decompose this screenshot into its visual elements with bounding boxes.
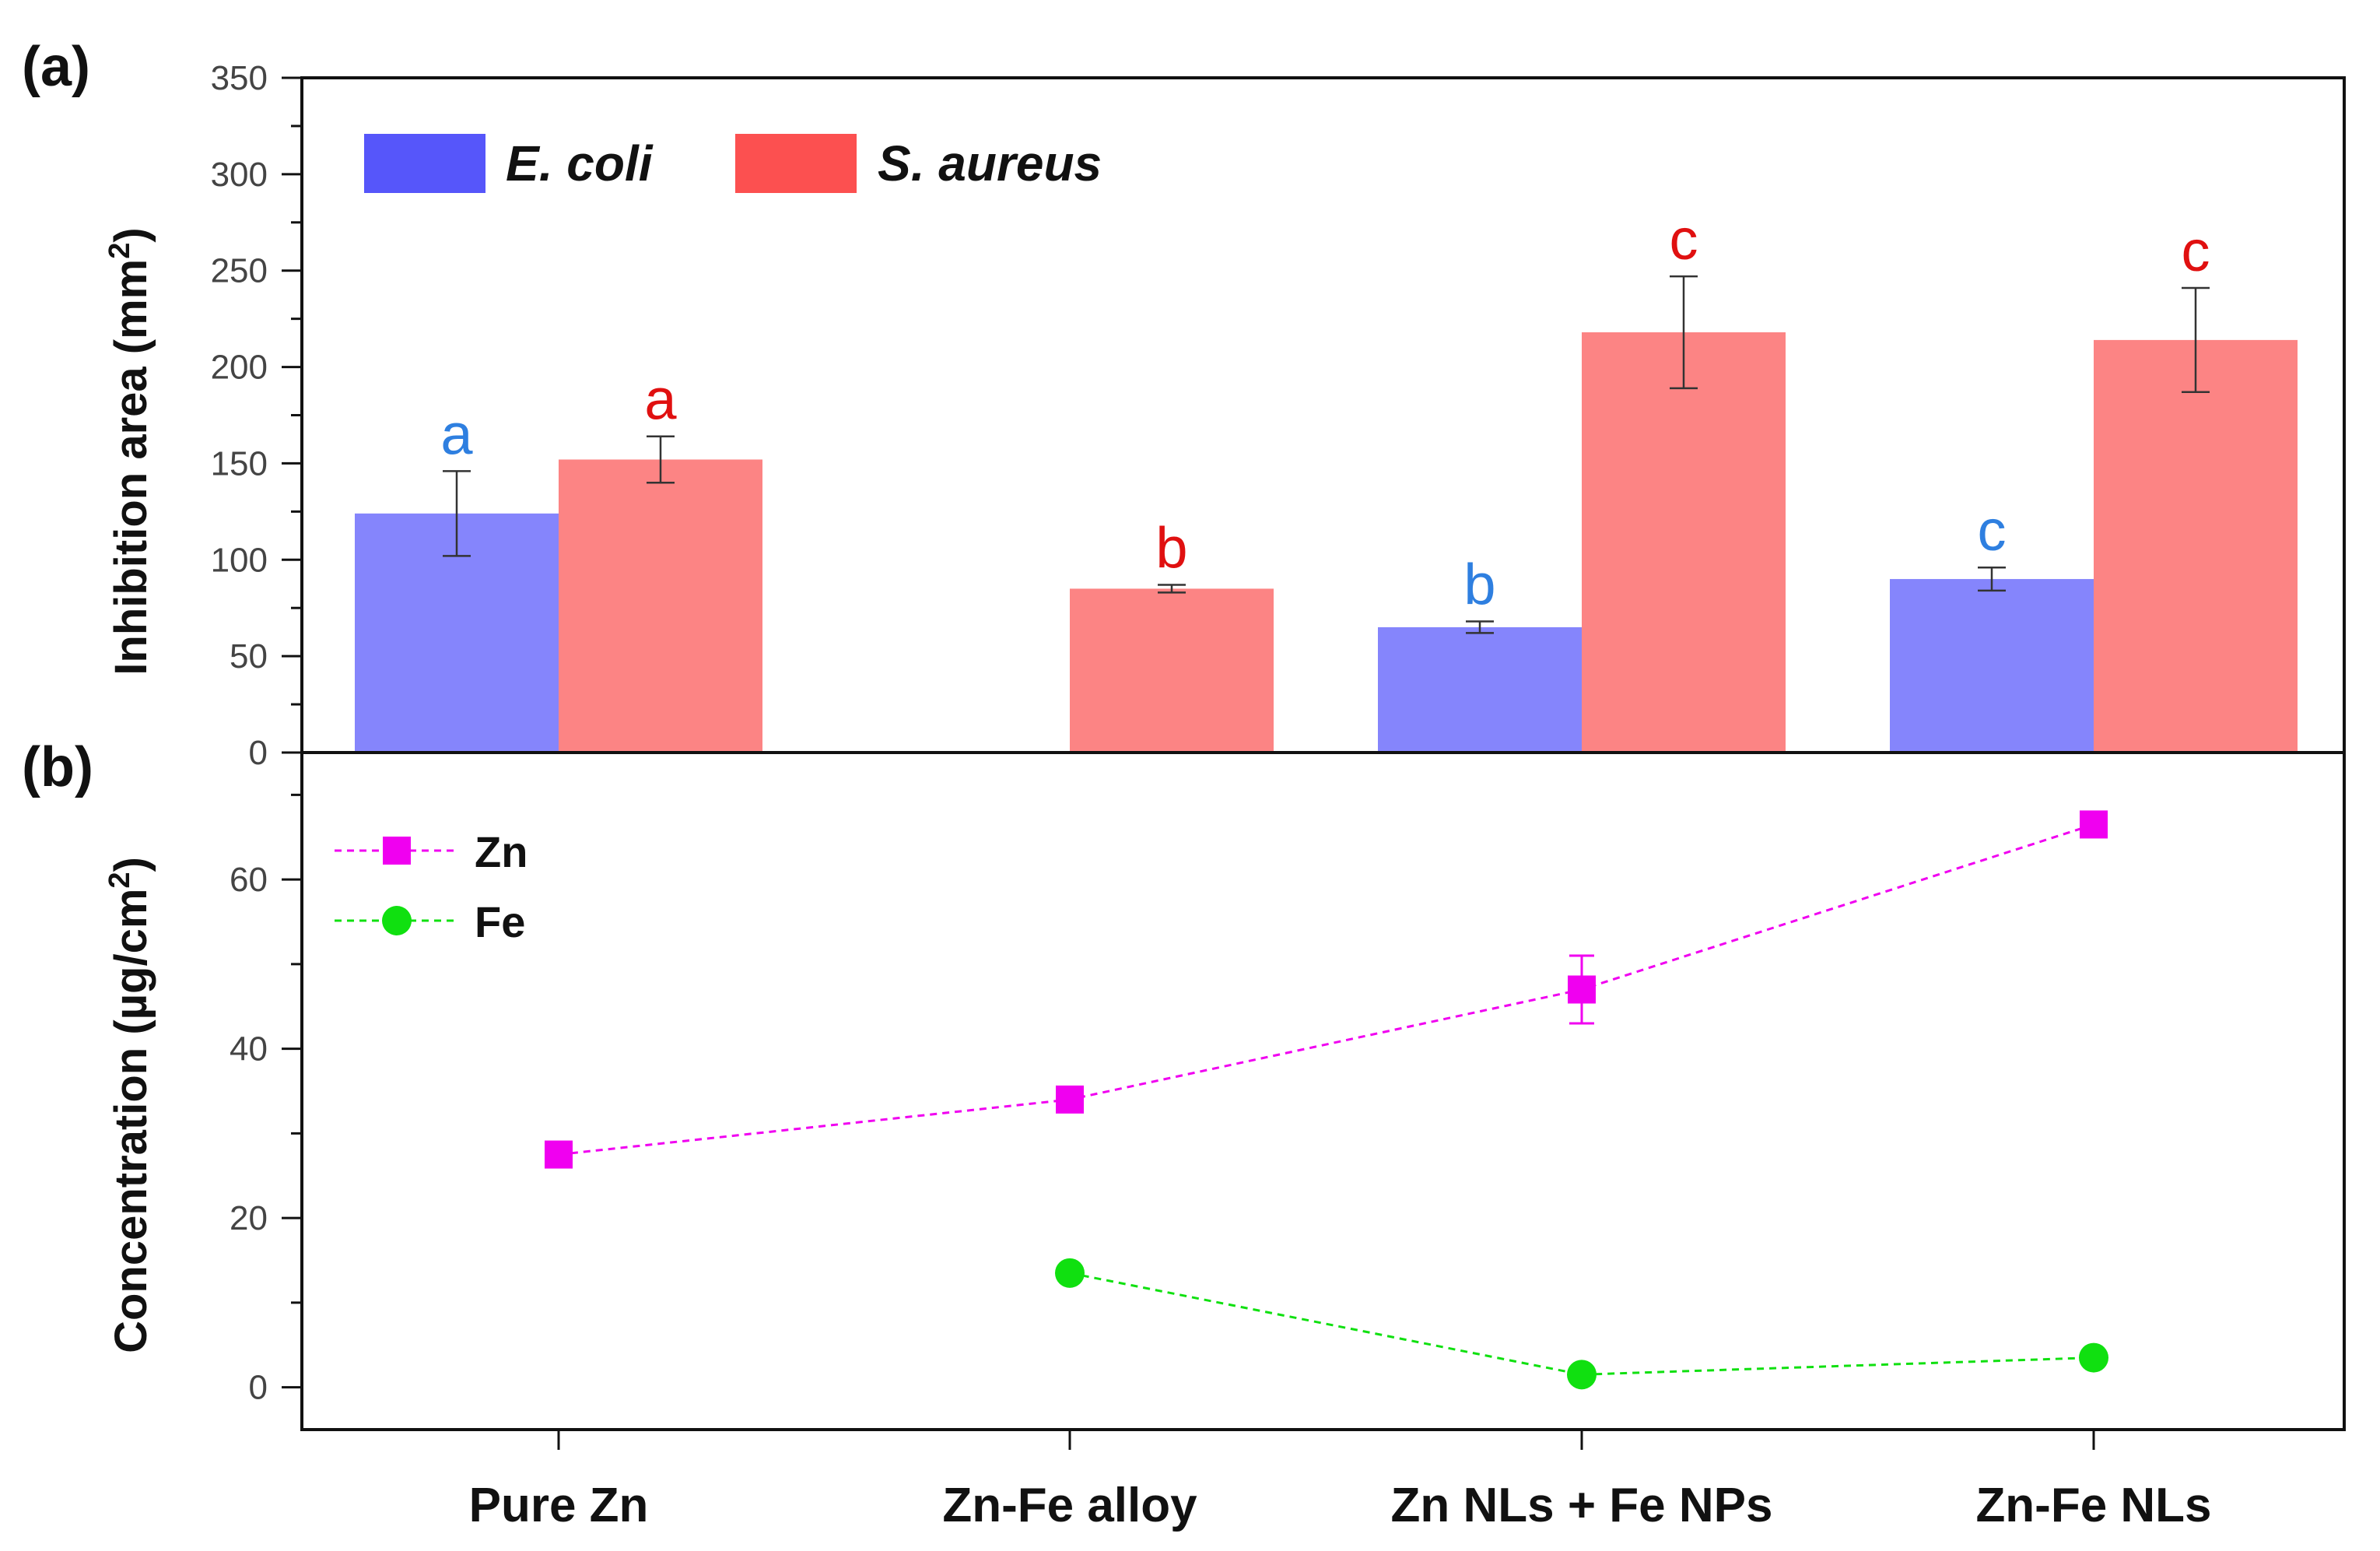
marker-zn-0: [545, 1140, 573, 1169]
y-tick-label-b-40: 40: [230, 1030, 268, 1069]
category-label-0: Pure Zn: [469, 1479, 649, 1532]
bar-ecoli-3: [1890, 579, 2094, 753]
significance-letter-0-2: b: [1463, 553, 1495, 617]
category-label-3: Zn-Fe NLs: [1975, 1479, 2211, 1532]
line-fe: [1069, 1272, 2094, 1376]
y-tick-label-a-150: 150: [211, 444, 268, 482]
legend-fe-label: Fe: [475, 897, 525, 946]
x-axis-ticks: [557, 1430, 2095, 1450]
legend-ecoli-label: E. coli: [506, 135, 654, 191]
panel-b-legend: Zn Fe: [335, 827, 528, 946]
line-zn: [558, 823, 2094, 1156]
y-tick-label-a-250: 250: [211, 252, 268, 290]
category-label-2: Zn NLs + Fe NPs: [1391, 1479, 1773, 1532]
panel-a-label: (a): [22, 36, 90, 98]
significance-letter-0-3: c: [1978, 498, 2007, 563]
panel-a-y-axis-title-close: ): [106, 227, 156, 242]
panel-a-y-ticks: 0 50 100 150 200 250 300 350: [211, 59, 302, 772]
y-tick-label-b-20: 20: [230, 1199, 268, 1237]
panel-b: 0 20 40 60 Zn Fe: [230, 751, 2346, 1450]
legend-saureus-label: S. aureus: [878, 135, 1102, 191]
marker-zn-3: [2080, 810, 2108, 839]
significance-letter-1-0: a: [644, 367, 677, 432]
bar-saureus-0: [559, 459, 762, 753]
bar-saureus-1: [1070, 588, 1274, 753]
legend-zn-label: Zn: [475, 827, 528, 876]
bar-saureus-2: [1582, 332, 1786, 753]
panel-b-y-axis-title: Concentration (µg/cm2): [103, 857, 156, 1353]
marker-fe-3: [2079, 1342, 2108, 1373]
panel-b-frame: [300, 751, 2346, 1431]
legend-zn-marker: [383, 837, 411, 865]
significance-letter-0-0: a: [440, 402, 473, 466]
panel-a-error-bars: [443, 275, 2210, 634]
panel-a-bars: [355, 332, 2298, 753]
bar-ecoli-2: [1378, 626, 1582, 753]
y-tick-label-a-50: 50: [230, 637, 268, 675]
significance-letter-1-3: c: [2182, 219, 2210, 283]
significance-letter-1-1: b: [1155, 515, 1187, 580]
marker-fe-1: [1055, 1258, 1085, 1288]
legend-saureus-swatch: [735, 134, 857, 193]
y-tick-label-a-350: 350: [211, 59, 268, 97]
panel-a-significance-letters: a b c a b c c: [440, 207, 2210, 616]
panel-b-label: (b): [22, 736, 93, 798]
panel-b-markers: [545, 810, 2108, 1390]
panel-a-y-axis-title-sup: 2: [103, 243, 136, 259]
y-tick-label-a-100: 100: [211, 541, 268, 579]
panel-b-y-ticks: 0 20 40 60: [230, 793, 302, 1407]
legend-ecoli-swatch: [364, 134, 485, 193]
panel-b-y-axis-title-close: ): [106, 857, 156, 872]
category-label-1: Zn-Fe alloy: [942, 1479, 1197, 1532]
panel-a-y-axis-title-main: Inhibition area (mm: [106, 259, 156, 675]
y-tick-label-a-0: 0: [249, 734, 268, 772]
y-tick-label-a-300: 300: [211, 156, 268, 194]
marker-zn-1: [1056, 1085, 1084, 1114]
legend-fe-marker: [382, 906, 412, 935]
panel-a: 0 50 100 150 200 250 300 350 a b c a b c c E. coli S.…: [211, 59, 2346, 772]
bar-saureus-3: [2094, 339, 2298, 753]
y-tick-label-b-60: 60: [230, 861, 268, 899]
significance-letter-1-2: c: [1670, 207, 1698, 272]
y-tick-label-b-0: 0: [249, 1369, 268, 1407]
panel-b-y-axis-title-sup: 2: [103, 872, 136, 888]
y-tick-label-a-200: 200: [211, 349, 268, 387]
x-axis-category-labels: Pure Zn Zn-Fe alloy Zn NLs + Fe NPs Zn-Fe N…: [469, 1479, 2212, 1532]
panel-b-lines: [558, 823, 2094, 1376]
panel-b-y-axis-title-main: Concentration (µg/cm: [106, 889, 156, 1353]
marker-fe-2: [1567, 1360, 1597, 1390]
panel-a-y-axis-title: Inhibition area (mm2): [103, 227, 156, 675]
marker-zn-2: [1568, 975, 1596, 1004]
panel-a-legend: E. coli S. aureus: [364, 134, 1102, 193]
